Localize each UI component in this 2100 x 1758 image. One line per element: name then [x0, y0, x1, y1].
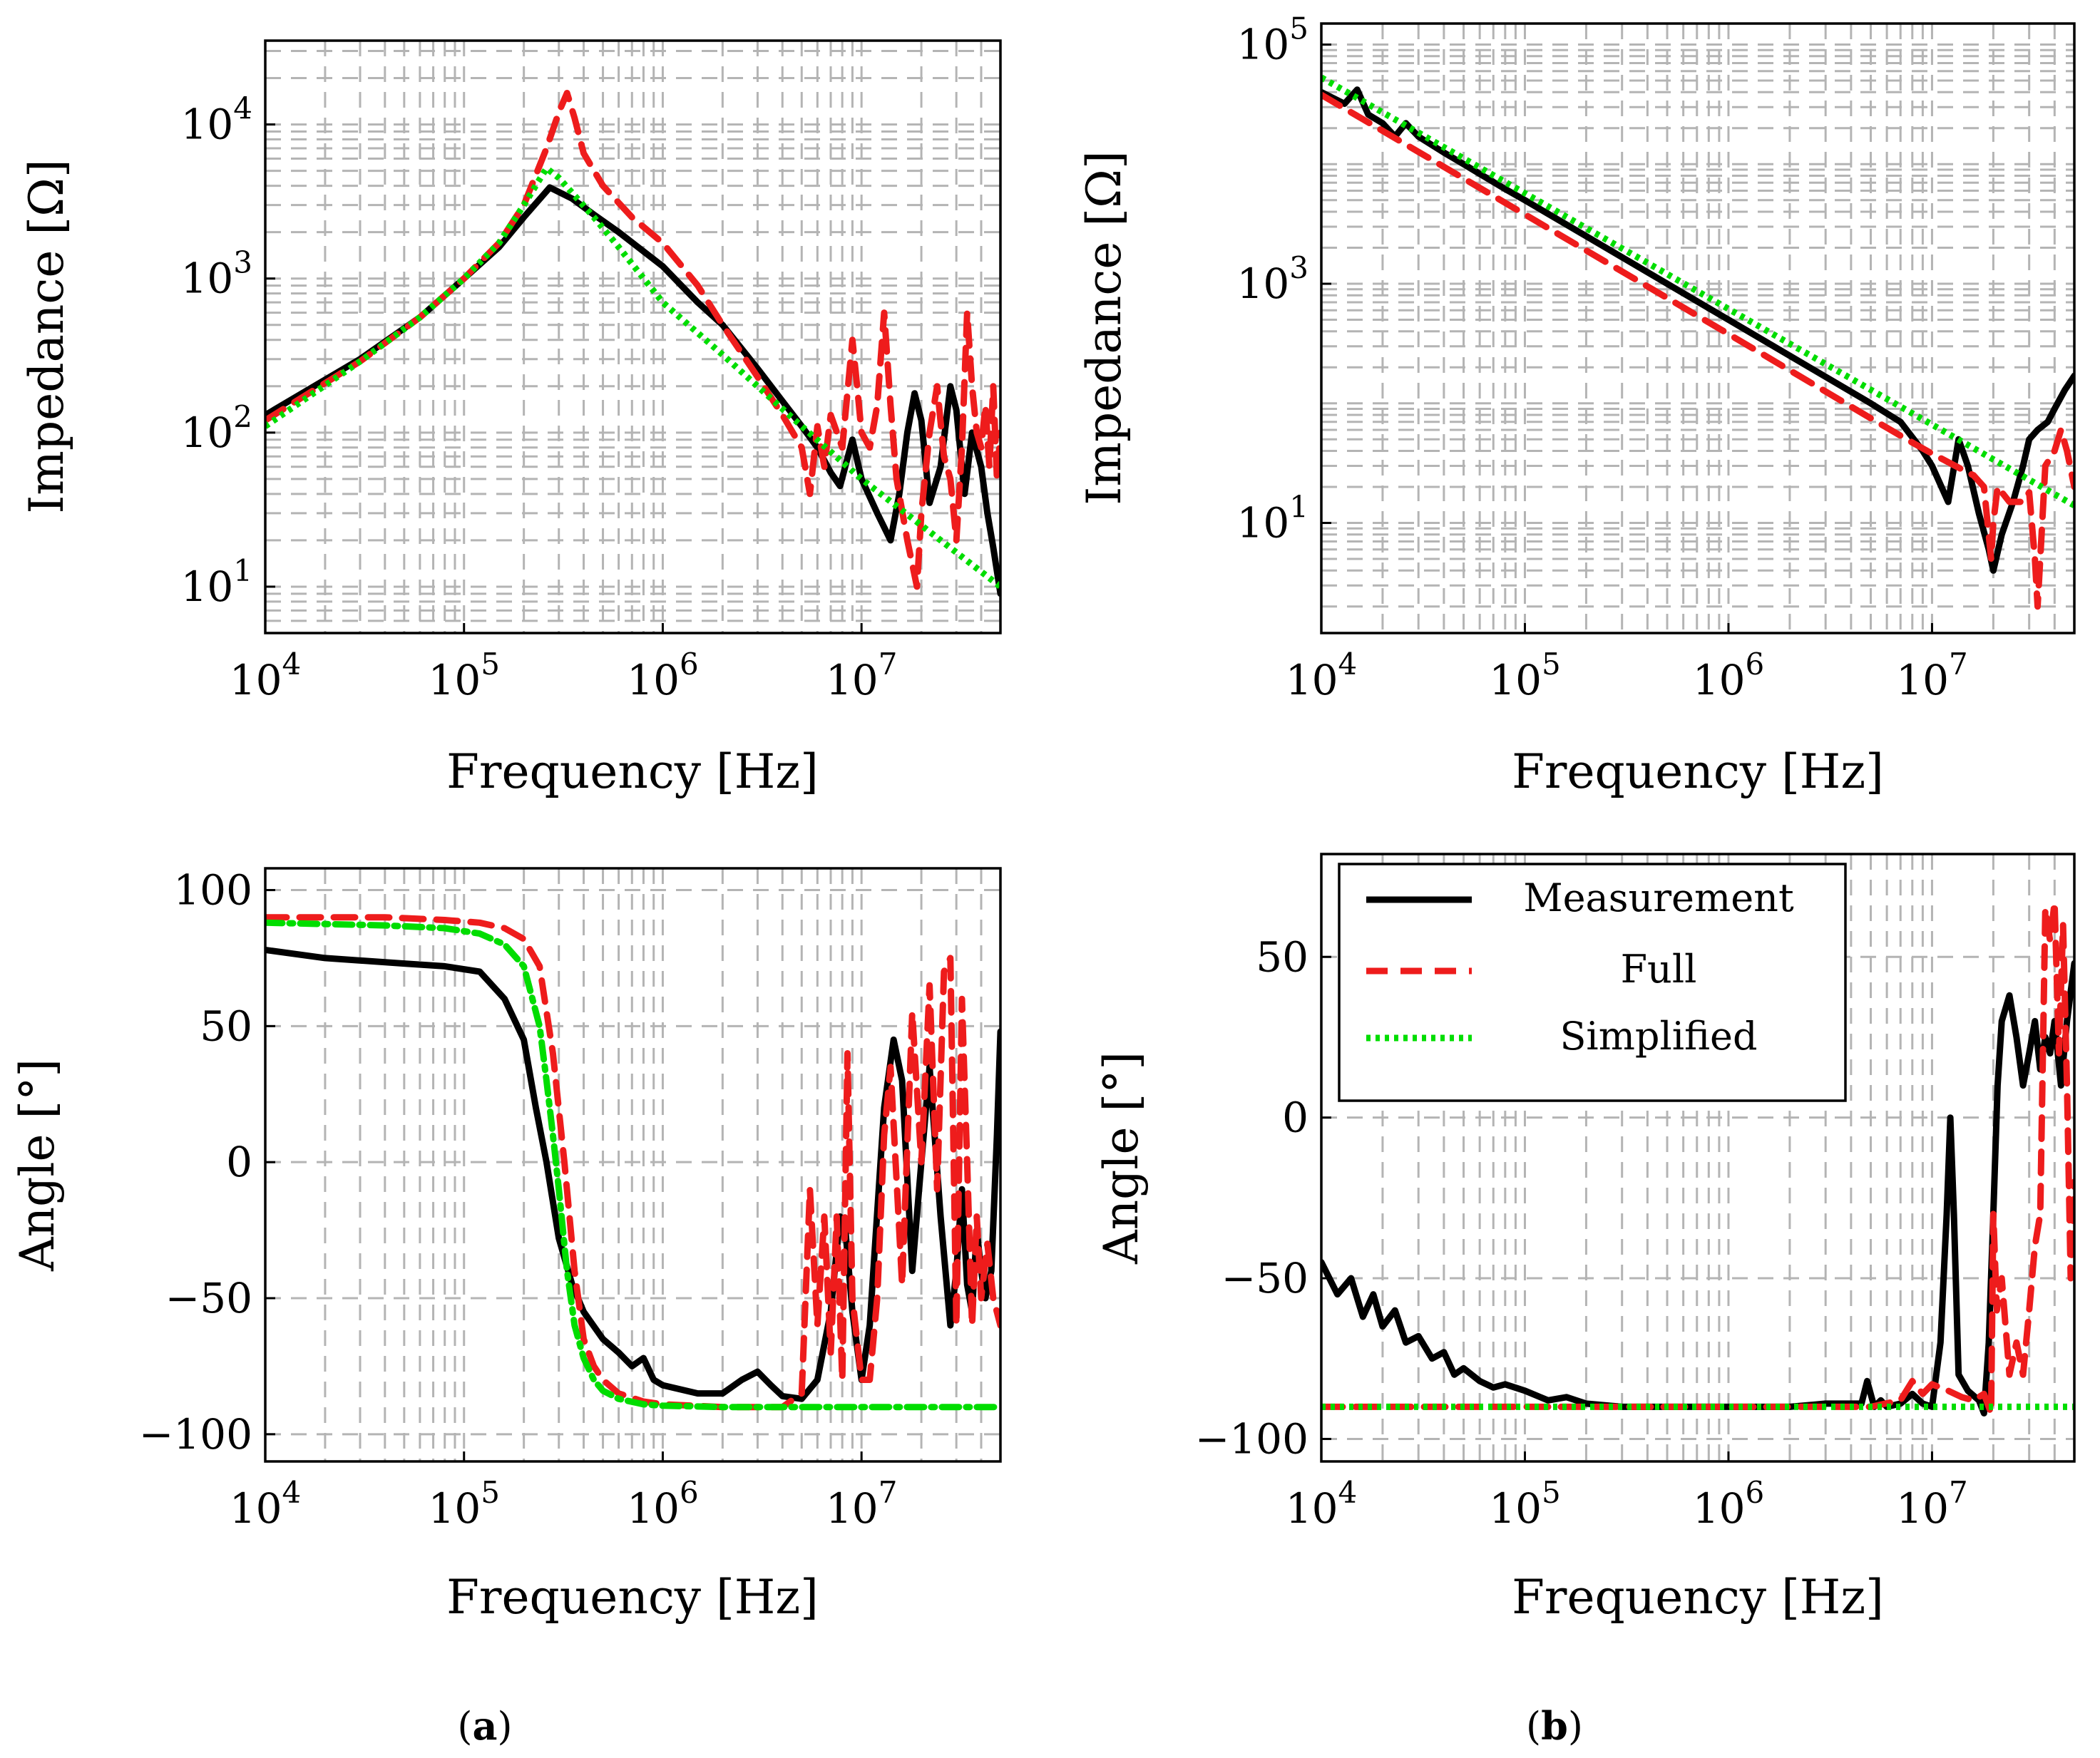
- y-tick-label: 103: [180, 245, 252, 303]
- plot-frame: [1320, 853, 2076, 1463]
- x-axis-label: Frequency [Hz]: [446, 744, 819, 799]
- y-tick-label: 105: [1236, 11, 1308, 69]
- y-tick-label: 50: [200, 1002, 252, 1050]
- caption-b: (b): [1526, 1703, 1583, 1749]
- chart-b-angle: 104 105 106 107 −100 −50 0 50 Frequency [Hz] Angl…: [1094, 853, 2076, 1625]
- chart-b-impedance: 104 105 106 107 101 103 105 Frequency [Hz] Imped…: [1077, 11, 2076, 799]
- x-tick-label: 105: [428, 1475, 500, 1533]
- x-tick-label: 104: [230, 1475, 302, 1533]
- y-tick-label: 101: [180, 553, 252, 611]
- legend-label-measurement: Measurement: [1523, 875, 1794, 920]
- y-tick-label: −50: [1221, 1254, 1308, 1302]
- x-tick-label: 107: [826, 647, 898, 704]
- y-axis-label: Angle [°]: [1094, 1052, 1149, 1265]
- y-axis-label: Impedance [Ω]: [19, 159, 74, 513]
- plot-frame: [264, 867, 1002, 1463]
- series-full: [1321, 899, 2074, 1417]
- y-tick-label: −100: [139, 1410, 252, 1459]
- series-simplified: [265, 919, 1000, 1411]
- x-axis-label: Frequency [Hz]: [446, 1570, 819, 1625]
- series-full: [265, 914, 1000, 1411]
- x-tick-label: 104: [230, 647, 302, 704]
- series-group: [1321, 899, 2074, 1417]
- series-full: [1321, 91, 2074, 610]
- series-measurement: [265, 184, 1000, 597]
- legend-label-full: Full: [1621, 947, 1697, 992]
- x-tick-label: 107: [1896, 1475, 1968, 1533]
- y-axis-label: Impedance [Ω]: [1077, 150, 1132, 505]
- y-tick-label: −100: [1195, 1414, 1308, 1463]
- x-tick-label: 106: [627, 647, 699, 704]
- x-tick-label: 104: [1286, 647, 1358, 704]
- x-axis-label: Frequency [Hz]: [1512, 744, 1884, 799]
- caption-a: (a): [457, 1703, 512, 1749]
- y-tick-label: 101: [1236, 490, 1308, 548]
- chart-a-angle: 104 105 106 107 −100 −50 0 50 100 Frequency [Hz] A…: [10, 866, 1002, 1625]
- y-tick-label: 0: [226, 1138, 252, 1186]
- series-group: [1321, 74, 2074, 610]
- y-tick-label: −50: [165, 1274, 252, 1322]
- y-tick-label: 0: [1282, 1094, 1308, 1142]
- y-tick-label: 50: [1256, 932, 1308, 981]
- chart-a-impedance: 104 105 106 107 101 102 103 104 Frequency [Hz] Im…: [19, 39, 1002, 799]
- x-tick-label: 104: [1286, 1475, 1358, 1533]
- x-tick-label: 106: [627, 1475, 699, 1533]
- grid: [265, 41, 1000, 633]
- y-tick-label: 104: [180, 91, 252, 149]
- series-measurement: [1321, 960, 2074, 1417]
- grid: [1321, 24, 2074, 633]
- legend-box: [1338, 863, 1847, 1102]
- legend-label-simplified: Simplified: [1559, 1014, 1757, 1059]
- plot-frame: [1320, 22, 2076, 634]
- y-tick-label: 100: [173, 866, 252, 915]
- x-tick-label: 105: [1489, 647, 1561, 704]
- x-axis-label: Frequency [Hz]: [1512, 1570, 1884, 1625]
- y-tick-label: 103: [1236, 250, 1308, 308]
- series-full: [265, 90, 1000, 590]
- y-tick-label: 102: [180, 399, 252, 457]
- x-tick-label: 105: [428, 647, 500, 704]
- x-tick-label: 106: [1693, 647, 1765, 704]
- legend: Measurement Full Simplified: [1338, 863, 1847, 1102]
- series-group: [265, 914, 1000, 1411]
- x-tick-label: 107: [826, 1475, 898, 1533]
- grid: [265, 868, 1000, 1461]
- plot-frame: [264, 39, 1002, 634]
- x-tick-label: 105: [1489, 1475, 1561, 1533]
- y-axis-label: Angle [°]: [10, 1059, 65, 1272]
- x-tick-label: 106: [1693, 1475, 1765, 1533]
- x-tick-label: 107: [1896, 647, 1968, 704]
- series-group: [265, 90, 1000, 597]
